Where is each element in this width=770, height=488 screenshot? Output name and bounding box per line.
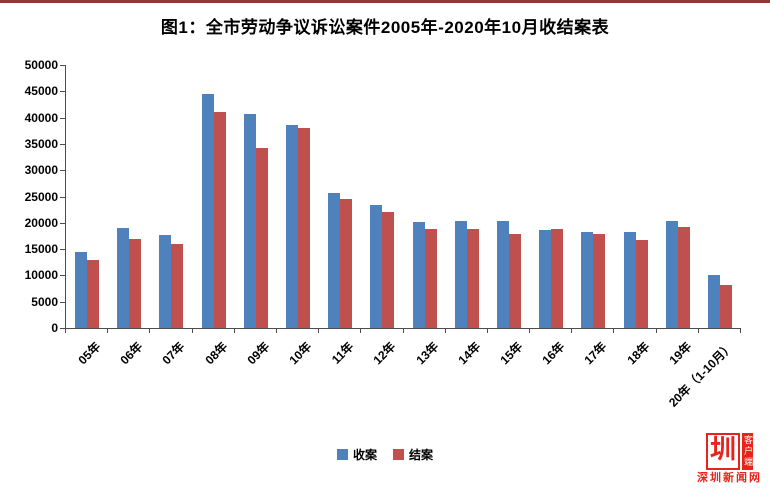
received-series-swatch-icon: [336, 449, 348, 460]
bar-结案-12年: [382, 212, 395, 328]
y-axis-tick: [60, 117, 65, 119]
x-axis-tick: [571, 329, 573, 333]
legend-label-closed: 结案: [409, 448, 434, 462]
bar-收案-11年: [328, 193, 341, 328]
plot-area: [65, 65, 741, 329]
bar-结案-05年: [87, 259, 100, 328]
bar-收案-19年: [665, 221, 678, 328]
bar-结案-09年: [255, 148, 268, 328]
legend: 收案 结案: [0, 446, 770, 463]
bar-结案-18年: [635, 240, 648, 328]
x-axis-tick: [402, 329, 404, 333]
bar-收案-08年: [201, 93, 214, 328]
site-name: 深圳新闻网: [697, 472, 762, 484]
x-axis-tick: [613, 329, 615, 333]
bar-收案-16年: [539, 230, 552, 328]
bar-结案-06年: [129, 238, 142, 328]
x-axis-tick: [655, 329, 657, 333]
bar-结案-11年: [340, 199, 353, 328]
client-label: 客户端: [742, 433, 753, 470]
bar-收案-15年: [496, 220, 509, 328]
x-axis-tick: [360, 329, 362, 333]
x-axis-tick: [529, 329, 531, 333]
bar-结案-08年: [213, 112, 226, 328]
y-axis-tick: [60, 328, 65, 329]
y-axis-tick-label: 0: [51, 321, 58, 335]
x-axis-tick: [697, 329, 699, 333]
y-axis-tick: [60, 196, 65, 198]
legend-item-received: 收案: [336, 446, 377, 463]
bar-结案-07年: [171, 243, 184, 328]
y-axis-tick: [60, 249, 65, 251]
bar-结案-14年: [466, 229, 479, 328]
bar-收案-18年: [623, 232, 636, 328]
bar-结案-17年: [593, 233, 606, 328]
bar-收案-09年: [243, 114, 256, 328]
shenzhen-news-logo-icon: 圳: [705, 433, 740, 470]
legend-label-received: 收案: [352, 448, 377, 462]
x-axis-tick: [233, 329, 235, 333]
bar-收案-10年: [286, 124, 299, 328]
y-axis-tick-label: 30000: [24, 163, 58, 178]
bar-收案-05年: [75, 251, 88, 328]
bar-收案-17年: [581, 232, 594, 328]
y-axis-tick-label: 45000: [24, 84, 58, 99]
y-axis-tick-label: 35000: [24, 136, 58, 151]
y-axis-tick-label: 5000: [31, 294, 58, 309]
y-axis-tick-label: 10000: [24, 268, 58, 283]
bar-结案-10年: [298, 128, 311, 328]
y-axis-tick: [60, 91, 65, 93]
bar-结案-16年: [551, 229, 564, 328]
x-axis-tick: [107, 329, 109, 333]
y-axis-tick: [60, 170, 65, 172]
x-axis-tick: [149, 329, 151, 333]
y-axis-tick: [60, 222, 65, 224]
bar-收案-13年: [412, 222, 425, 328]
site-watermark: 圳 客户端 深圳新闻网: [697, 433, 762, 484]
bar-收案-20年（1-10月）: [707, 275, 720, 328]
bar-收案-12年: [370, 204, 383, 328]
legend-item-closed: 结案: [393, 446, 433, 463]
y-axis-tick-label: 20000: [24, 215, 58, 230]
x-axis-tick: [65, 329, 66, 333]
bar-结案-13年: [424, 229, 437, 328]
watermark-logo-row: 圳 客户端: [697, 433, 762, 470]
bar-结案-15年: [508, 234, 521, 328]
x-axis-tick: [444, 329, 446, 333]
chart-title: 图1：全市劳动争议诉讼案件2005年-2020年10月收结案表: [160, 18, 610, 37]
y-axis-tick-label: 25000: [24, 189, 58, 204]
bar-结案-20年（1-10月）: [719, 284, 732, 328]
bar-收案-14年: [454, 221, 467, 328]
bar-结案-19年: [677, 227, 690, 328]
closed-series-swatch-icon: [393, 449, 404, 460]
y-axis-tick: [60, 275, 65, 277]
bar-收案-06年: [117, 228, 130, 328]
x-axis-tick: [486, 329, 488, 333]
y-axis-tick: [60, 143, 65, 145]
x-axis-tick: [191, 329, 193, 333]
y-axis-tick: [60, 65, 65, 66]
y-axis-tick-label: 15000: [24, 242, 58, 257]
y-axis-tick-label: 50000: [24, 58, 58, 72]
x-axis-tick: [740, 329, 741, 333]
x-axis-tick: [318, 329, 320, 333]
y-axis-tick: [60, 301, 65, 303]
x-axis-tick: [275, 329, 277, 333]
bar-收案-07年: [159, 235, 172, 328]
y-axis-tick-label: 40000: [24, 110, 58, 125]
